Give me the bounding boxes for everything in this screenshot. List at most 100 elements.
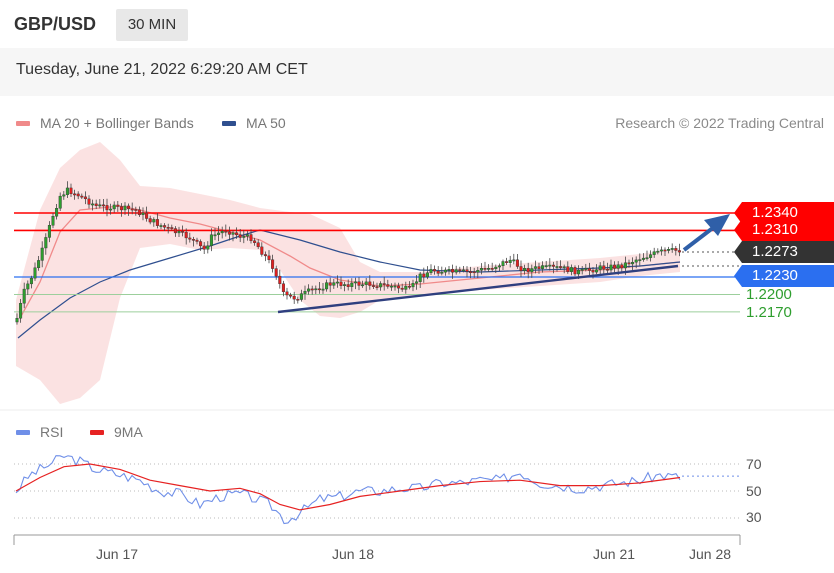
candle-body [407, 285, 411, 288]
candle-body [141, 212, 145, 216]
candle-body [641, 257, 645, 260]
s2-label: 1.2170 [746, 304, 792, 321]
candle-body [418, 273, 422, 282]
x-tick-jun28: Jun 28 [689, 546, 732, 562]
candle-body [656, 250, 660, 253]
candle-body [616, 264, 620, 269]
candle-body [199, 241, 203, 247]
candle-body [609, 264, 613, 271]
candle-body [479, 268, 483, 271]
candle-body [159, 225, 163, 227]
legend-bollinger: MA 20 + Bollinger Bands [16, 115, 194, 131]
legend-rsi: RSI [16, 424, 63, 440]
candle-body [544, 265, 548, 267]
candle-body [292, 295, 296, 300]
candle-body [404, 285, 408, 290]
candle-body [220, 230, 224, 234]
candle-body [119, 206, 123, 211]
candle-body [382, 283, 386, 285]
candle-body [278, 275, 282, 284]
candle-body [569, 267, 573, 272]
candle-body [307, 288, 311, 292]
candle-body [274, 268, 278, 277]
candle-body [361, 284, 365, 287]
candle-body [371, 285, 375, 287]
candle-body [285, 291, 289, 296]
candle-body [37, 260, 41, 269]
candle-body [235, 232, 239, 236]
candle-body [69, 187, 73, 195]
last-price-badge: 1.2273 [734, 241, 834, 263]
candle-body [263, 254, 267, 257]
candle-body [454, 269, 458, 273]
candle-body [65, 187, 69, 195]
candle-body [15, 317, 19, 323]
candle-body [191, 239, 195, 241]
candle-body [580, 269, 584, 271]
candle-body [584, 268, 588, 270]
candle-body [490, 268, 494, 270]
candle-body [483, 268, 487, 270]
candle-body [83, 196, 87, 200]
candle-body [127, 205, 131, 210]
candle-body [634, 259, 638, 263]
rsi-ma-line [15, 463, 681, 511]
candle-body [245, 234, 249, 237]
candle-body [425, 272, 429, 278]
candle-body [631, 261, 635, 265]
candle-body [469, 271, 473, 273]
candle-body [87, 198, 91, 205]
candle-body [22, 288, 26, 304]
legend-bollinger-label: MA 20 + Bollinger Bands [40, 115, 194, 131]
legend-rsi-ma: 9MA [90, 424, 143, 440]
candle-body [472, 271, 476, 274]
candle-body [267, 255, 271, 260]
candle-body [461, 269, 465, 272]
candle-body [364, 281, 368, 285]
candle-body [677, 250, 681, 253]
candle-body [227, 231, 231, 235]
candle-body [577, 269, 581, 275]
candle-body [55, 208, 59, 217]
candle-body [627, 262, 631, 265]
candle-body [523, 268, 527, 271]
rsi-swatch-icon [16, 429, 30, 435]
candle-body [253, 240, 257, 243]
x-tick-jun17: Jun 17 [96, 546, 139, 562]
candle-body [652, 251, 656, 255]
candle-body [112, 204, 116, 210]
candle-body [242, 236, 246, 238]
candle-body [314, 288, 318, 291]
x-tick-jun18: Jun 18 [332, 546, 375, 562]
candle-body [649, 254, 653, 258]
rsi-tick-70: 70 [746, 456, 762, 472]
candle-body [181, 231, 185, 233]
candle-body [667, 249, 671, 251]
candle-body [109, 208, 113, 211]
candle-body [145, 212, 149, 219]
timeframe-badge[interactable]: 30 MIN [116, 9, 188, 41]
candle-body [411, 283, 415, 288]
candle-body [281, 283, 285, 293]
candle-body [47, 225, 51, 238]
candle-body [321, 288, 325, 291]
candle-body [188, 237, 192, 240]
candle-body [602, 265, 606, 270]
candle-body [256, 242, 260, 248]
candle-body [231, 232, 235, 235]
candle-body [116, 204, 120, 207]
candle-body [451, 269, 455, 273]
candle-body [620, 264, 624, 269]
rsi-ma-swatch-icon [90, 429, 104, 435]
candle-body [505, 261, 509, 263]
candle-body [19, 303, 23, 319]
candle-body [317, 288, 321, 291]
candle-body [343, 284, 347, 286]
candle-body [562, 266, 566, 269]
candle-body [209, 234, 213, 246]
candle-body [217, 232, 221, 235]
candle-body [368, 281, 372, 286]
candle-body [195, 239, 199, 242]
candle-body [497, 265, 501, 268]
last-price-value: 1.2273 [752, 243, 798, 260]
